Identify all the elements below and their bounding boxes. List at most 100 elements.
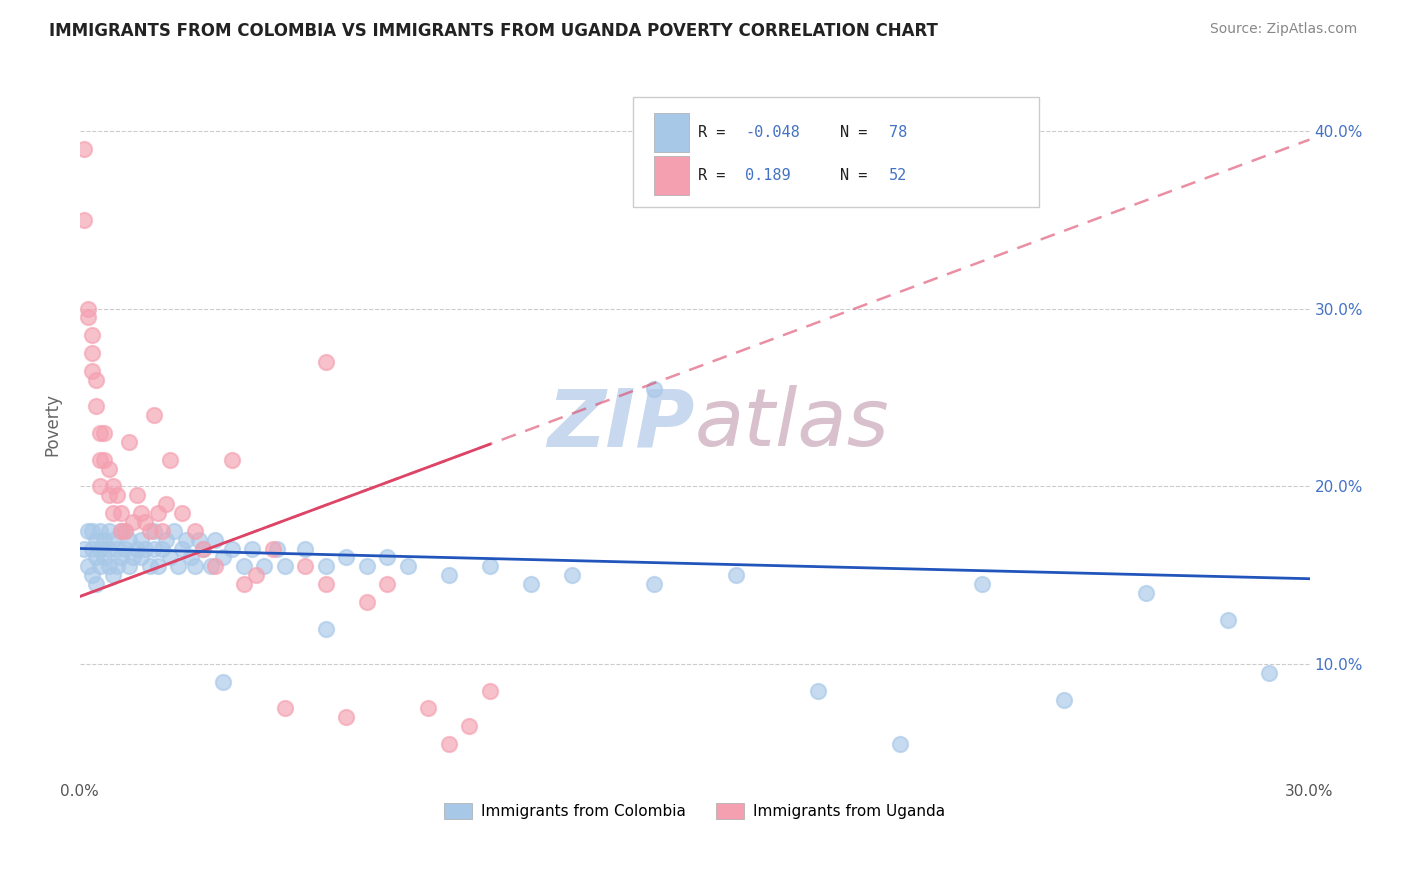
Point (110, 524, 132, 538)
Point (315, 355, 337, 369)
Point (84, 399, 107, 413)
Point (180, 550, 202, 565)
Point (335, 550, 357, 565)
Point (375, 550, 398, 565)
Point (97, 461, 120, 475)
Point (146, 559, 169, 574)
Point (478, 683, 501, 698)
Point (221, 541, 243, 556)
Point (1216, 613, 1239, 627)
Text: Source: ZipAtlas.com: Source: ZipAtlas.com (1209, 22, 1357, 37)
Point (183, 524, 205, 538)
Point (335, 710, 357, 724)
Point (97, 559, 120, 574)
Point (187, 533, 209, 547)
Point (142, 408, 165, 422)
Point (84, 373, 107, 387)
Point (253, 559, 276, 574)
Point (146, 506, 169, 520)
Point (724, 568, 747, 582)
Point (110, 550, 132, 565)
Point (159, 550, 181, 565)
Point (131, 506, 153, 520)
Point (155, 497, 177, 511)
Point (118, 559, 141, 574)
Text: 0.189: 0.189 (745, 168, 790, 183)
Point (73, 212, 96, 227)
Point (82, 364, 104, 378)
Point (643, 382, 665, 396)
Point (122, 515, 145, 529)
Point (232, 577, 254, 591)
Point (97, 488, 120, 502)
Point (150, 541, 173, 556)
Point (315, 577, 337, 591)
Point (101, 568, 124, 582)
Point (105, 541, 128, 556)
Point (478, 559, 501, 574)
Point (89, 559, 111, 574)
Point (315, 622, 337, 636)
Point (561, 568, 583, 582)
Point (97, 524, 120, 538)
Point (294, 541, 316, 556)
Point (134, 541, 156, 556)
Point (127, 488, 149, 502)
Point (519, 577, 541, 591)
Point (212, 674, 235, 689)
Point (73, 141, 96, 155)
Point (458, 719, 481, 733)
Point (240, 541, 263, 556)
Point (245, 568, 267, 582)
Point (183, 559, 205, 574)
Point (110, 506, 132, 520)
Point (82, 524, 104, 538)
Point (101, 479, 124, 493)
Point (807, 683, 830, 698)
Point (155, 533, 177, 547)
Point (82, 568, 104, 582)
Point (77, 301, 100, 316)
Point (77, 524, 100, 538)
Point (134, 515, 156, 529)
Text: 52: 52 (889, 168, 907, 183)
Text: ZIP: ZIP (547, 385, 695, 463)
Point (437, 568, 460, 582)
Point (138, 524, 160, 538)
Point (142, 524, 165, 538)
Point (105, 559, 128, 574)
Point (73, 541, 96, 556)
Point (1257, 665, 1279, 680)
Bar (654, 113, 689, 152)
Point (89, 452, 111, 467)
Bar (654, 155, 689, 194)
Point (266, 541, 288, 556)
Point (163, 524, 186, 538)
Point (89, 479, 111, 493)
Point (118, 434, 141, 449)
Text: N =: N = (839, 125, 876, 140)
Point (437, 737, 460, 751)
Point (356, 559, 378, 574)
Point (172, 541, 194, 556)
Point (221, 452, 243, 467)
Point (294, 559, 316, 574)
Point (84, 550, 107, 565)
Point (142, 541, 165, 556)
Point (150, 524, 173, 538)
Point (89, 425, 111, 440)
Point (889, 737, 911, 751)
Point (232, 559, 254, 574)
Legend: Immigrants from Colombia, Immigrants from Uganda: Immigrants from Colombia, Immigrants fro… (439, 797, 952, 825)
Point (970, 577, 993, 591)
Text: 78: 78 (889, 125, 907, 140)
Point (93, 550, 115, 565)
Point (84, 533, 107, 547)
Point (172, 506, 194, 520)
Point (89, 524, 111, 538)
Point (274, 559, 297, 574)
Point (97, 541, 120, 556)
Point (191, 541, 214, 556)
Point (204, 559, 226, 574)
Point (131, 550, 153, 565)
